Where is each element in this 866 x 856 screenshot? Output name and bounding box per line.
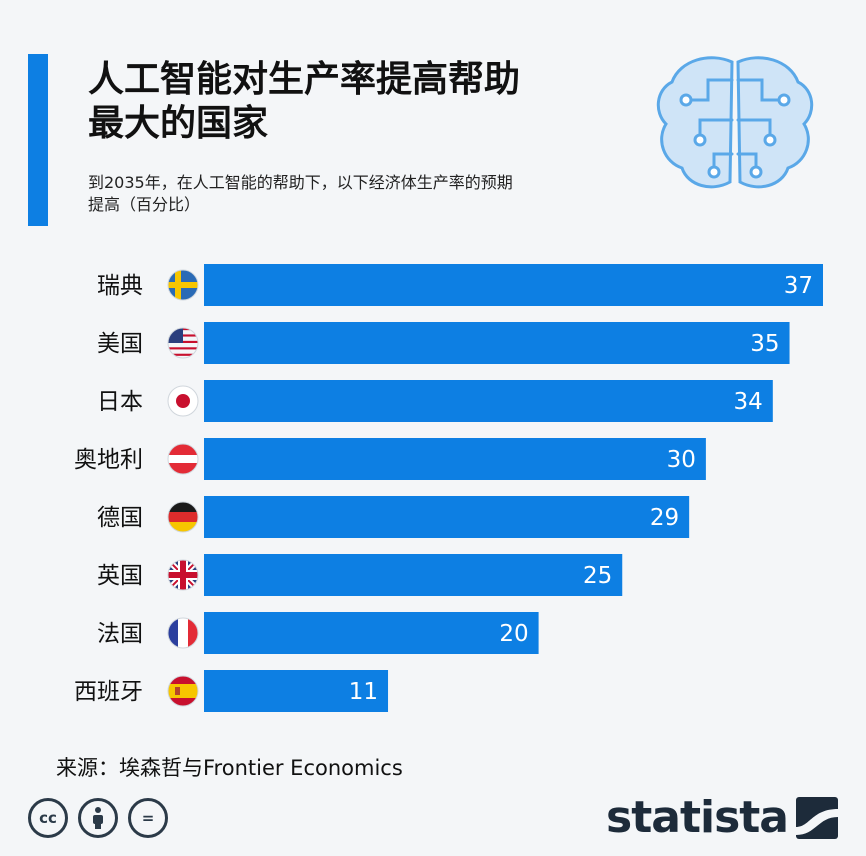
accent-bar [28,54,48,226]
data-label: 25 [583,563,612,589]
category-label: 美国 [97,331,143,357]
data-label: 20 [499,621,528,647]
no-derivatives-icon[interactable]: = [128,798,168,838]
category-label: 西班牙 [74,679,143,705]
statista-logo: statista [606,792,838,843]
bar [204,496,690,538]
cc-icon[interactable]: cc [28,798,68,838]
data-label: 30 [667,447,696,473]
germany-flag-icon [167,501,199,533]
bar [204,380,773,422]
chart-subtitle: 到2035年，在人工智能的帮助下，以下经济体生产率的预期 提高（百分比） [88,172,648,216]
data-label: 29 [650,505,679,531]
bar [204,264,823,306]
data-label: 34 [734,389,763,415]
attribution-icon[interactable] [78,798,118,838]
bar [204,670,389,712]
data-label: 37 [784,273,813,299]
bar [204,554,623,596]
category-label: 德国 [97,505,143,531]
france-flag-icon [167,617,199,649]
uk-flag-icon [167,559,199,591]
subtitle-line-2: 提高（百分比） [88,195,201,214]
data-label: 11 [349,679,378,705]
statista-mark-icon [796,796,838,839]
category-label: 英国 [97,563,143,589]
category-label: 法国 [97,621,143,647]
bar [204,438,706,480]
austria-flag-icon [167,443,199,475]
japan-flag-icon [167,385,199,417]
category-label: 日本 [97,389,143,415]
bar-chart: 瑞典 37 美国 35 日本 34 奥地利 30 德国 29 英国 25 法国 20 西班牙 11 [74,264,823,712]
spain-flag-icon [167,675,199,707]
bar [204,612,539,654]
usa-flag-icon [167,327,199,359]
brain-circuit-icon [656,56,814,189]
chart-title: 人工智能对生产率提高帮助 最大的国家 [88,58,628,146]
brand-wordmark: statista [606,792,789,843]
source-note: 来源：埃森哲与Frontier Economics [56,756,403,780]
bar [204,322,790,364]
category-label: 瑞典 [97,273,143,299]
data-label: 35 [750,331,779,357]
category-label: 奥地利 [74,447,143,473]
title-line-2: 最大的国家 [88,103,269,144]
subtitle-line-1: 到2035年，在人工智能的帮助下，以下经济体生产率的预期 [88,173,513,192]
title-line-1: 人工智能对生产率提高帮助 [88,59,521,100]
license-icons: cc = [28,798,168,838]
sweden-flag-icon [167,269,199,301]
